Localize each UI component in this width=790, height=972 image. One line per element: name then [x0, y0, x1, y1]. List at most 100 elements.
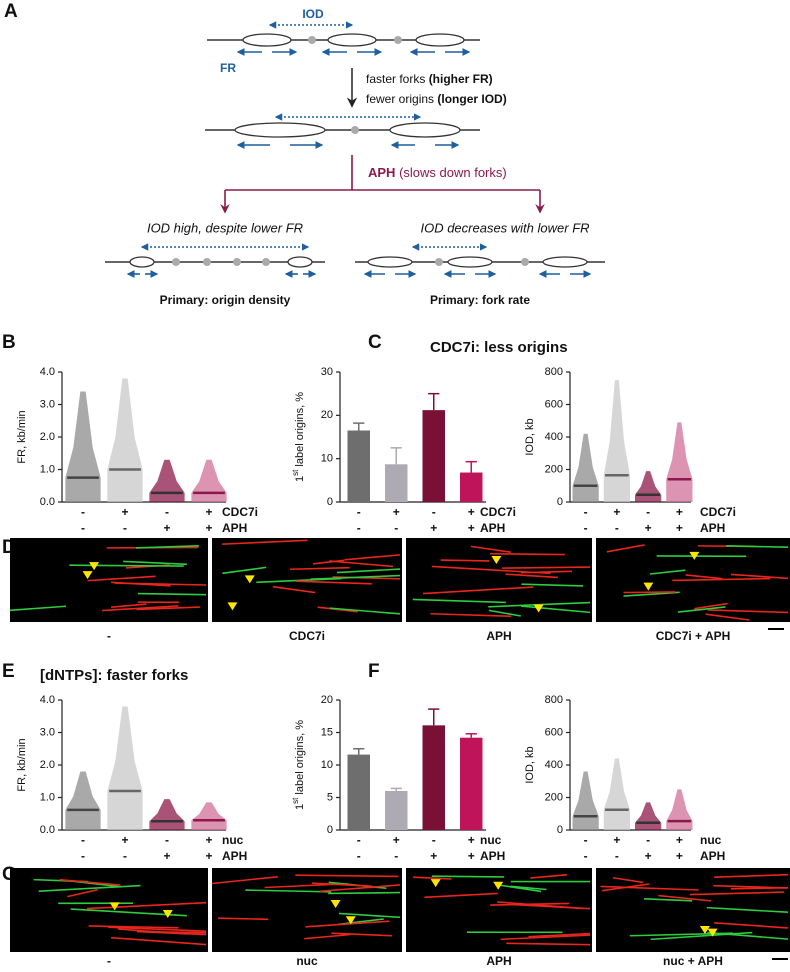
marker-arrowhead	[162, 910, 173, 919]
condition-sign: +	[645, 849, 652, 863]
origin	[233, 258, 241, 266]
fiber	[137, 592, 207, 596]
fiber	[501, 566, 591, 569]
fiber	[38, 884, 141, 892]
condition-sign: +	[121, 505, 128, 519]
y-axis-label: IOD, kb	[524, 746, 536, 783]
fiber	[329, 607, 401, 615]
condition-name: CDC7i	[222, 505, 258, 519]
fiber	[9, 605, 67, 612]
fiber	[87, 575, 156, 582]
y-axis-label-part: 1	[294, 804, 306, 810]
condition-sign: -	[357, 849, 361, 863]
image-label: nuc + APH	[663, 954, 723, 968]
dot-cloud	[191, 802, 227, 830]
marker-arrowhead	[699, 925, 710, 934]
fiber	[689, 891, 784, 896]
fiber	[644, 898, 693, 902]
panel-letter: F	[368, 661, 380, 682]
condition-sign: -	[394, 849, 398, 863]
bubble	[415, 33, 465, 47]
primary-label: Primary: fork rate	[430, 293, 530, 307]
y-axis-label-part: st	[291, 797, 300, 804]
bubble	[447, 256, 493, 268]
y-axis-label: IOD, kb	[524, 418, 536, 455]
image-label: APH	[486, 629, 511, 643]
condition-sign: -	[432, 505, 436, 519]
fiber	[295, 874, 399, 878]
fiber	[329, 560, 394, 568]
marker-arrowhead	[430, 879, 441, 888]
fiber	[296, 580, 372, 585]
fiber	[311, 882, 372, 888]
panel-letter: E	[2, 661, 15, 682]
fiber	[694, 602, 728, 610]
marker-arrowhead	[227, 602, 238, 611]
y-tick-label: 400	[545, 431, 563, 443]
note-text: APH	[368, 165, 395, 180]
marker-arrowhead	[707, 928, 718, 937]
fiber	[430, 612, 512, 618]
fiber	[490, 902, 570, 906]
fiber	[344, 554, 401, 561]
marker-arrowhead	[89, 562, 100, 571]
marker-arrowhead	[689, 551, 700, 560]
condition-sign: -	[615, 521, 619, 535]
fiber	[606, 544, 645, 553]
condition-sign: +	[676, 849, 683, 863]
condition-sign: -	[584, 505, 588, 519]
condition-sign: +	[121, 833, 128, 847]
y-axis-label: 1st label origins, %	[291, 392, 306, 482]
fiber	[623, 591, 676, 594]
bubble	[129, 256, 155, 268]
condition-sign: -	[357, 521, 361, 535]
panel-letter: C	[368, 332, 382, 353]
fiber	[59, 878, 121, 886]
origin	[521, 258, 529, 266]
fiber	[705, 613, 750, 621]
fiber	[272, 585, 316, 594]
note: faster forks (higher FR)	[366, 72, 493, 86]
condition-name: nuc	[222, 833, 244, 847]
fiber	[658, 894, 712, 902]
fiber	[422, 586, 534, 595]
fiber	[488, 609, 521, 617]
fiber	[218, 917, 269, 921]
fiber	[530, 873, 568, 879]
image-label: nuc	[296, 954, 318, 968]
y-tick-label: 200	[545, 791, 563, 803]
dot-cloud	[65, 391, 101, 502]
note-text: fewer origins	[366, 92, 437, 106]
fiber	[136, 606, 200, 611]
fiber	[328, 891, 401, 895]
marker-arrowhead	[109, 902, 120, 911]
diagram: A IOD FR faster forks (higher FR) fewer …	[4, 1, 605, 307]
dot-cloud	[603, 380, 630, 502]
note-text: (higher FR)	[429, 72, 493, 86]
fiber	[678, 606, 726, 613]
condition-name: APH	[700, 849, 725, 863]
dot-cloud	[107, 378, 143, 502]
condition-sign: -	[81, 849, 85, 863]
origin	[172, 258, 180, 266]
fiber	[528, 932, 591, 938]
origin	[308, 36, 316, 44]
bubble	[389, 122, 461, 138]
marker-arrowhead	[345, 916, 356, 925]
case-label: IOD decreases with lower FR	[420, 220, 589, 235]
fr-label: FR	[220, 61, 236, 75]
y-tick-label: 15	[321, 726, 333, 738]
fiber	[290, 566, 350, 571]
image-label: -	[107, 629, 111, 643]
fiber	[521, 583, 584, 587]
bar	[422, 725, 445, 830]
condition-sign: -	[646, 833, 650, 847]
condition-sign: +	[676, 521, 683, 535]
y-axis-label-part: label origins, %	[294, 392, 306, 470]
bubble	[242, 33, 292, 47]
y-tick-label: 600	[545, 726, 563, 738]
fiber	[601, 883, 650, 892]
marker-arrowhead	[330, 900, 341, 909]
primary-label: Primary: origin density	[160, 293, 291, 307]
